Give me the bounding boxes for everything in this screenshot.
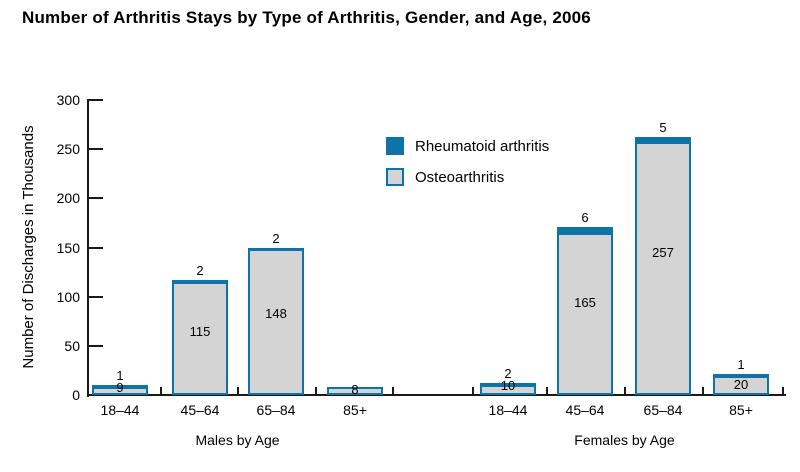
bar-segment-rheumatoid xyxy=(482,385,534,388)
y-tick xyxy=(89,295,103,298)
x-axis-line xyxy=(87,394,786,396)
x-tick xyxy=(160,387,162,395)
bar-females-65-84 xyxy=(635,137,691,395)
x-tick xyxy=(546,387,548,395)
y-tick-label: 50 xyxy=(64,337,80,354)
y-tick-label: 300 xyxy=(56,92,80,108)
rheumatoid-value-label: 1 xyxy=(737,357,745,373)
y-tick-label: 200 xyxy=(56,190,80,207)
bar-segment-rheumatoid xyxy=(715,376,767,378)
y-tick-label: 250 xyxy=(56,141,80,158)
group-label: Males by Age xyxy=(195,432,280,448)
rheumatoid-value-label: 2 xyxy=(272,230,280,246)
rheumatoid-value-label: 2 xyxy=(504,366,512,382)
group-label: Females by Age xyxy=(574,432,675,448)
legend: Rheumatoid arthritis Osteoarthritis xyxy=(386,137,549,199)
bar-males-45-64 xyxy=(172,279,228,395)
osteoarthritis-value-label: 148 xyxy=(265,305,287,321)
bar-segment-rheumatoid xyxy=(250,249,302,252)
rheumatoid-value-label: 5 xyxy=(659,120,667,136)
x-category-label: 85+ xyxy=(343,402,367,418)
osteoarthritis-value-label: 115 xyxy=(189,323,211,339)
x-category-label: 85+ xyxy=(729,402,753,418)
bar-segment-rheumatoid xyxy=(174,281,226,284)
bar-segment-rheumatoid xyxy=(94,387,146,389)
y-tick-label: 0 xyxy=(72,387,80,403)
osteoarthritis-value-label: 20 xyxy=(733,376,749,392)
rheumatoid-value-label: 6 xyxy=(581,209,589,225)
x-tick xyxy=(237,387,239,395)
x-category-label: 65–84 xyxy=(256,402,296,418)
x-category-label: 65–84 xyxy=(643,402,683,418)
legend-item-rheumatoid: Rheumatoid arthritis xyxy=(386,137,549,155)
x-tick xyxy=(315,387,317,395)
y-tick xyxy=(89,148,103,151)
osteoarthritis-value-label: 9 xyxy=(116,380,124,396)
bar-females-85+ xyxy=(713,374,769,395)
y-tick xyxy=(89,344,103,347)
x-category-label: 18–44 xyxy=(488,402,528,418)
x-tick xyxy=(392,387,394,395)
bar-males-85+ xyxy=(327,387,383,395)
x-category-label: 45–64 xyxy=(180,402,220,418)
x-tick xyxy=(624,387,626,395)
bar-females-45-64 xyxy=(557,226,613,395)
bar-males-18-44 xyxy=(92,385,148,395)
rheumatoid-value-label: 1 xyxy=(116,368,124,384)
y-axis-line xyxy=(87,99,89,397)
legend-label-osteoarthritis: Osteoarthritis xyxy=(415,168,505,186)
bar-males-65-84 xyxy=(248,247,304,395)
y-tick xyxy=(89,99,103,101)
bar-females-18-44 xyxy=(480,383,536,395)
legend-swatch-osteoarthritis-icon xyxy=(386,168,404,186)
x-category-label: 45–64 xyxy=(565,402,605,418)
legend-label-rheumatoid: Rheumatoid arthritis xyxy=(415,137,550,155)
y-tick-label: 100 xyxy=(56,288,80,305)
bar-segment-rheumatoid xyxy=(559,228,611,235)
osteoarthritis-value-label: 10 xyxy=(500,378,516,394)
legend-swatch-rheumatoid-icon xyxy=(386,137,404,155)
x-tick xyxy=(472,387,474,395)
x-tick xyxy=(702,387,704,395)
bar-segment-rheumatoid xyxy=(637,139,689,145)
y-tick xyxy=(89,197,103,200)
y-tick-label: 150 xyxy=(56,239,80,256)
x-tick xyxy=(782,387,784,395)
y-tick xyxy=(89,246,103,249)
rheumatoid-value-label: 2 xyxy=(196,262,204,278)
chart-title: Number of Arthritis Stays by Type of Art… xyxy=(22,8,591,27)
x-category-label: 18–44 xyxy=(100,402,140,418)
legend-item-osteoarthritis: Osteoarthritis xyxy=(386,168,549,186)
osteoarthritis-value-label: 165 xyxy=(574,294,596,310)
osteoarthritis-value-label: 8 xyxy=(351,382,359,398)
osteoarthritis-value-label: 257 xyxy=(652,245,674,261)
